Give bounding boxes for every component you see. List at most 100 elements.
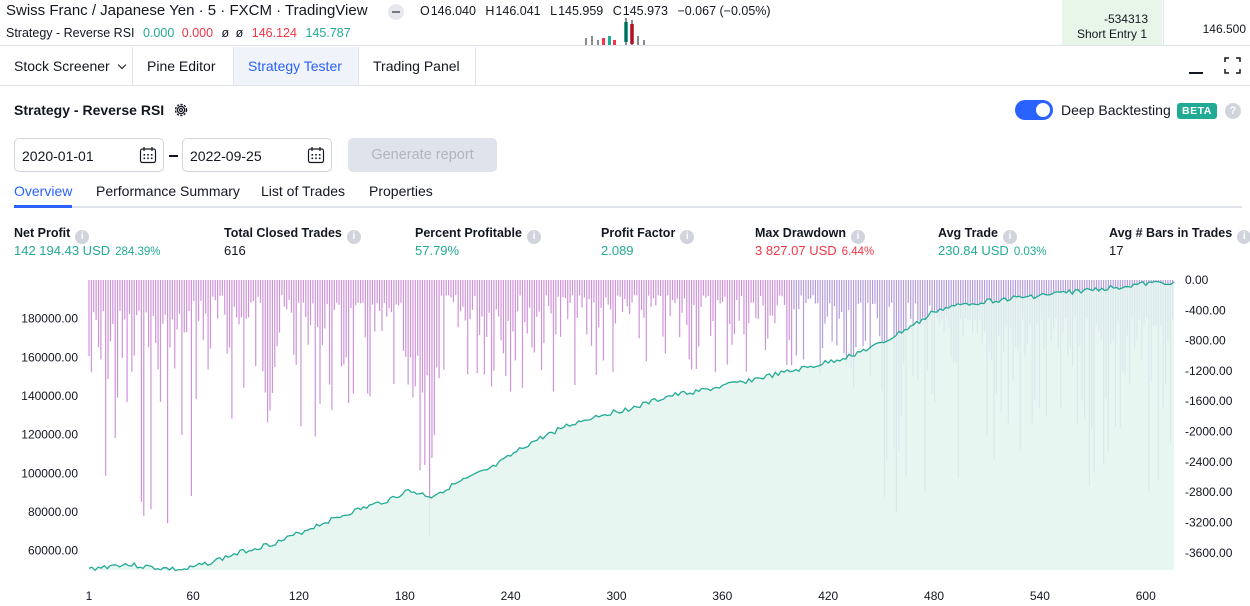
metric-value: 616: [224, 243, 246, 258]
x-axis-tick: 600: [1136, 589, 1156, 603]
left-axis-tick: 160000.00: [21, 350, 78, 364]
subtab-list-of-trades[interactable]: List of Trades: [261, 183, 346, 199]
metric-value: 3 827.07 USD 6.44%: [755, 243, 874, 258]
tab-strategy-tester-label: Strategy Tester: [248, 58, 342, 74]
help-icon[interactable]: ?: [1225, 103, 1241, 119]
x-axis-tick: 420: [818, 589, 838, 603]
info-icon[interactable]: i: [75, 230, 90, 244]
metric-avg-trade: Avg Trade i 230.84 USD 0.03%: [938, 224, 1046, 258]
minimize-icon[interactable]: [1189, 72, 1203, 74]
strategy-legend-p2: 145.787: [305, 26, 351, 40]
subtab-active-indicator: [14, 205, 72, 208]
maximize-icon[interactable]: [1224, 57, 1241, 74]
deep-backtesting-label: Deep Backtesting: [1061, 102, 1171, 118]
strategy-title: Strategy - Reverse RSI: [14, 102, 165, 118]
metric-value-text: 616: [224, 243, 246, 258]
x-axis-tick: 1: [86, 589, 93, 603]
strategy-legend[interactable]: Strategy - Reverse RSI 0.000 0.000 ø ø 1…: [6, 26, 351, 40]
tab-stock-screener-label: Stock Screener: [14, 58, 110, 74]
tab-trading-panel[interactable]: Trading Panel: [359, 47, 476, 85]
left-axis-tick: 180000.00: [21, 312, 78, 326]
equity-drawdown-chart[interactable]: 60000.00 80000.00 100000.00 120000.00 140000…: [0, 270, 1250, 606]
metric-value-text: 17: [1109, 243, 1124, 258]
tab-pine-editor[interactable]: Pine Editor: [133, 47, 234, 85]
ohlc-close-key: C: [612, 4, 622, 18]
x-axis-tick: 240: [501, 589, 521, 603]
subtab-properties[interactable]: Properties: [369, 183, 433, 199]
metric-value: 142 194.43 USD 284.39%: [14, 243, 161, 258]
metric-value: 17: [1109, 243, 1123, 258]
metric-avg-bars-in-trades: Avg # Bars in Trades i 17: [1109, 224, 1250, 258]
strategy-legend-v1: 0.000: [143, 26, 175, 40]
info-icon[interactable]: i: [680, 230, 695, 244]
gear-icon[interactable]: [173, 102, 189, 118]
metric-label: Profit Factor: [601, 226, 676, 240]
x-axis-tick: 480: [924, 589, 944, 603]
metric-label: Avg # Bars in Trades: [1109, 226, 1233, 240]
left-axis-tick: 60000.00: [28, 544, 78, 558]
strategy-legend-name: Strategy - Reverse RSI: [6, 26, 135, 40]
collapse-icon[interactable]: [388, 4, 404, 20]
equity-series: [88, 280, 1175, 572]
date-separator: [169, 155, 178, 157]
metric-total-closed-trades: Total Closed Trades i 616: [224, 224, 361, 258]
right-axis-tick: -2000.00: [1185, 425, 1233, 439]
info-icon[interactable]: i: [526, 230, 541, 244]
right-axis: 0.00 -400.00 -800.00 -1200.00 -1600.00 -2000.…: [1185, 273, 1233, 560]
metric-label: Net Profit: [14, 226, 71, 240]
tab-strategy-tester[interactable]: Strategy Tester: [234, 47, 359, 85]
info-icon[interactable]: i: [851, 230, 865, 244]
metric-value-text: 2.089: [601, 243, 634, 258]
metric-value-text: 142 194.43 USD: [14, 243, 111, 258]
short-entry-value: -534313: [1103, 12, 1148, 26]
generate-report-button[interactable]: Generate report: [348, 138, 497, 172]
ohlc-open-key: O: [420, 4, 430, 18]
subtab-divider: [14, 206, 1242, 208]
ohlc-change: −0.067 (−0.05%): [677, 4, 771, 18]
right-axis-tick: -800.00: [1185, 334, 1226, 348]
date-from-field[interactable]: 2020-01-01: [14, 138, 164, 172]
chevron-down-icon[interactable]: [117, 60, 126, 70]
info-icon[interactable]: i: [346, 230, 361, 244]
x-axis-tick: 120: [289, 589, 309, 603]
strategy-legend-d1: ø: [221, 26, 230, 40]
strategy-legend-d2: ø: [235, 26, 244, 40]
metric-label: Max Drawdown: [755, 226, 846, 240]
info-icon[interactable]: i: [1237, 230, 1250, 244]
date-from-value: 2020-01-01: [22, 148, 94, 164]
right-axis-tick: -2800.00: [1185, 485, 1233, 499]
left-axis-tick: 140000.00: [21, 389, 78, 403]
metric-label: Percent Profitable: [415, 226, 522, 240]
subtab-performance-summary[interactable]: Performance Summary: [96, 183, 240, 199]
x-axis-tick: 180: [395, 589, 415, 603]
deep-backtesting-toggle[interactable]: [1015, 100, 1053, 120]
x-axis-tick: 60: [186, 589, 200, 603]
ohlc-close-value: 145.973: [622, 4, 668, 18]
metric-percent-profitable: Percent Profitable i 57.79%: [415, 224, 541, 258]
metric-percent: 0.03%: [1013, 246, 1047, 258]
date-to-field[interactable]: 2022-09-25: [182, 138, 332, 172]
calendar-icon[interactable]: [139, 146, 157, 164]
metric-value: 2.089: [601, 243, 634, 258]
x-axis-tick: 360: [712, 589, 732, 603]
x-axis-tick: 300: [606, 589, 626, 603]
short-entry-text: Short Entry 1: [1076, 27, 1147, 41]
metric-value-text: 57.79%: [415, 243, 460, 258]
calendar-icon[interactable]: [307, 146, 325, 164]
metric-value: 57.79%: [415, 243, 459, 258]
ohlc-open-value: 146.040: [430, 4, 476, 18]
ohlc-readout: O146.040 H146.041 L145.959 C145.973 −0.0…: [420, 4, 771, 18]
info-icon[interactable]: i: [1002, 230, 1017, 244]
short-entry-label: -534313 Short Entry 1: [1062, 0, 1162, 45]
tab-stock-screener[interactable]: Stock Screener: [0, 47, 133, 85]
left-axis-tick: 80000.00: [28, 505, 78, 519]
metric-profit-factor: Profit Factor i 2.089: [601, 224, 695, 258]
subtab-overview[interactable]: Overview: [14, 183, 73, 199]
ohlc-low-value: 145.959: [558, 4, 604, 18]
symbol-title[interactable]: Swiss Franc / Japanese Yen · 5 · FXCM · …: [6, 2, 368, 19]
left-axis-tick: 100000.00: [21, 466, 78, 480]
right-axis-tick: -2400.00: [1185, 455, 1233, 469]
strategy-legend-p1: 146.124: [251, 26, 297, 40]
price-scale[interactable]: 146.500: [1163, 0, 1250, 45]
ohlc-low-key: L: [550, 4, 558, 18]
